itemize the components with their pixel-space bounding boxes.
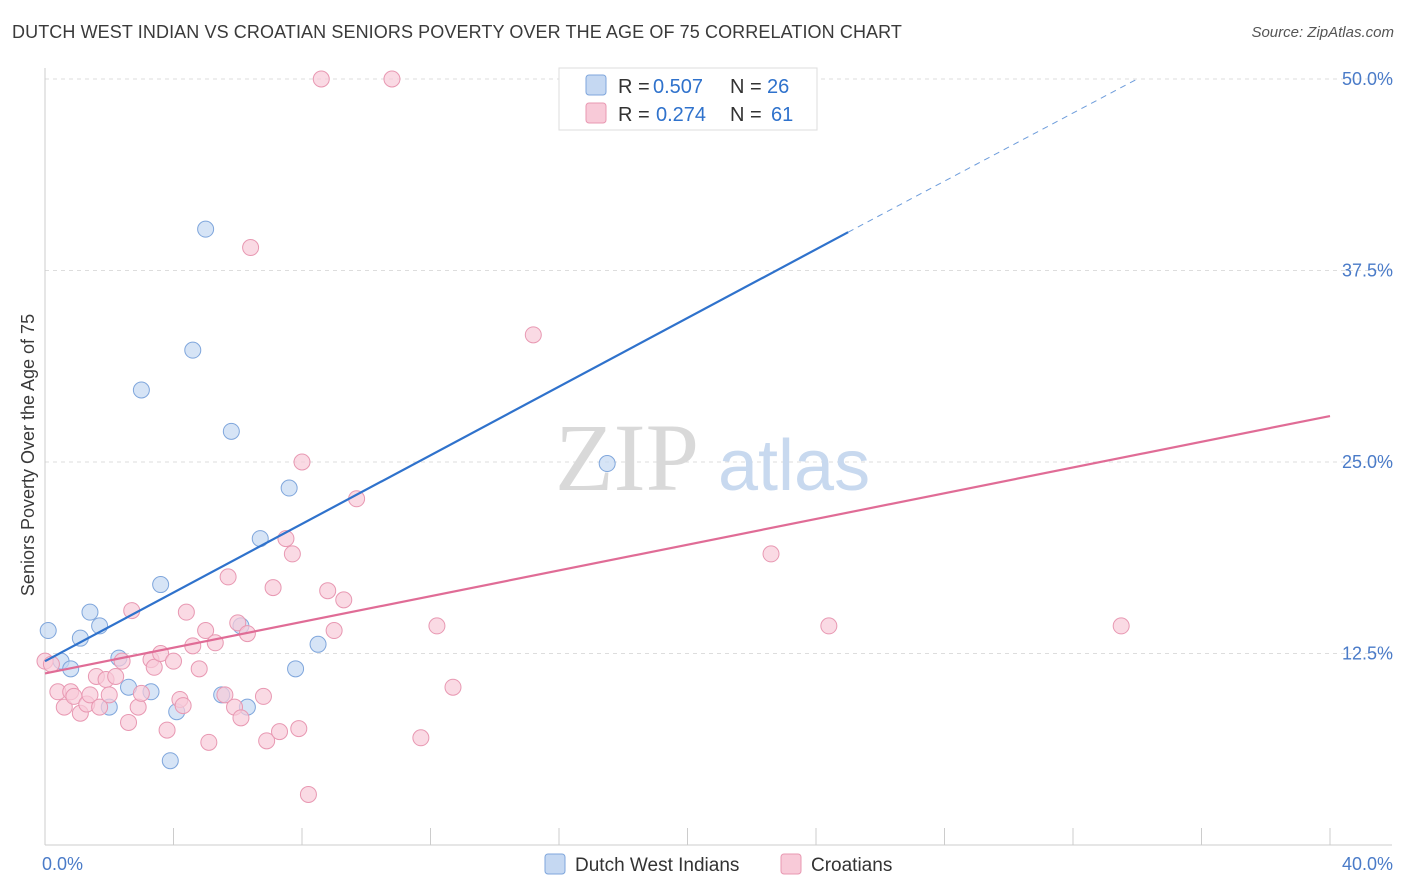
dutch-point [287,660,305,678]
croatian-point [312,70,330,88]
y-tick-label: 12.5% [1342,644,1393,664]
croatian-point [293,453,311,471]
label-layer: 12.5% 25.0% 37.5% 50.0% 0.0% 40.0% [42,69,1393,874]
legend-n-value-2: 61 [771,104,793,126]
axis-layer [44,68,1392,846]
legend-swatch-pink [585,102,607,124]
dutch-trend-line [44,231,849,663]
croatian-point [219,568,237,586]
croatian-point [197,622,215,640]
croatian-point [158,721,176,739]
dutch-point [81,603,99,621]
croatian-point [200,733,218,751]
croatian-point [428,617,446,635]
legend-n-value-1: 26 [767,76,789,98]
croatian-point [335,591,353,609]
croatian-point [254,687,272,705]
croatian-point [165,652,182,670]
croatian-point [299,785,317,803]
croatian-point [325,622,343,640]
croatian-point [129,698,147,716]
legend-n-label-2: N = [730,104,762,126]
croatian-point [100,686,118,704]
dutch-point [280,479,298,497]
bottom-legend: Dutch West Indians Croatians [544,853,892,876]
dutch-point [161,752,179,770]
croatian-point [820,617,838,635]
croatian-point [412,729,430,747]
legend-r-label-2: R = [618,104,650,126]
y-axis-title: Seniors Poverty Over the Age of 75 [18,314,38,596]
croatian-point [242,239,260,257]
watermark: ZIP atlas [555,404,870,511]
croatian-point [319,582,337,600]
legend-r-value-2: 0.274 [656,104,706,126]
trend-layer [44,78,1331,675]
croatian-point [216,686,234,704]
dutch-point [598,455,616,473]
dutch-point [132,381,150,399]
x-tick-label: 40.0% [1342,854,1393,874]
bottom-legend-swatch-blue [544,853,566,875]
croatian-point [229,614,247,632]
legend-r-value-1: 0.507 [653,76,703,98]
croatian-point [177,603,195,621]
croatian-point [91,698,109,716]
dutch-point [152,576,170,594]
dutch-point [184,341,202,359]
points-layer [36,70,1130,803]
croatian-point [524,326,542,344]
croatian-point [107,667,125,685]
bottom-legend-swatch-pink [780,853,802,875]
x-tick-label: 0.0% [42,854,83,874]
croatian-trend-line [44,414,1331,675]
legend-r-label-1: R = [618,76,650,98]
chart-source: Source: ZipAtlas.com [1251,24,1394,41]
croatian-point [190,660,208,678]
top-legend: R = 0.507 N = 26 R = 0.274 N = 61 [558,67,818,131]
croatian-point [264,579,282,597]
croatian-point [762,545,780,563]
croatian-point [120,713,138,731]
croatian-point [113,652,131,670]
croatian-point [444,678,462,696]
croatian-point [132,684,150,702]
croatian-point [290,720,308,738]
y-tick-label: 25.0% [1342,452,1393,472]
chart-title: DUTCH WEST INDIAN VS CROATIAN SENIORS PO… [12,22,903,42]
y-tick-label: 37.5% [1342,261,1393,281]
croatian-point [81,686,99,704]
watermark-zip: ZIP [555,404,699,511]
dutch-point [222,422,240,440]
croatian-point [383,70,401,88]
watermark-atlas: atlas [718,426,870,506]
dutch-point [39,622,57,640]
croatian-point [271,723,289,741]
croatian-point [258,732,276,750]
legend-swatch-blue [585,74,607,96]
legend-n-label-1: N = [730,76,762,98]
dutch-point [197,220,215,238]
croatian-point [174,697,192,715]
croatian-point [283,545,301,563]
croatian-point [55,698,73,716]
bottom-legend-label-dutch: Dutch West Indians [575,855,739,876]
dutch-point [309,635,327,653]
y-tick-label: 50.0% [1342,69,1393,89]
croatian-point [145,658,163,676]
croatian-point [232,709,250,727]
grid-layer [45,78,1392,654]
bottom-legend-label-croatians: Croatians [811,855,892,876]
dutch-trend-extension [847,78,1138,233]
croatian-point [1112,617,1130,635]
